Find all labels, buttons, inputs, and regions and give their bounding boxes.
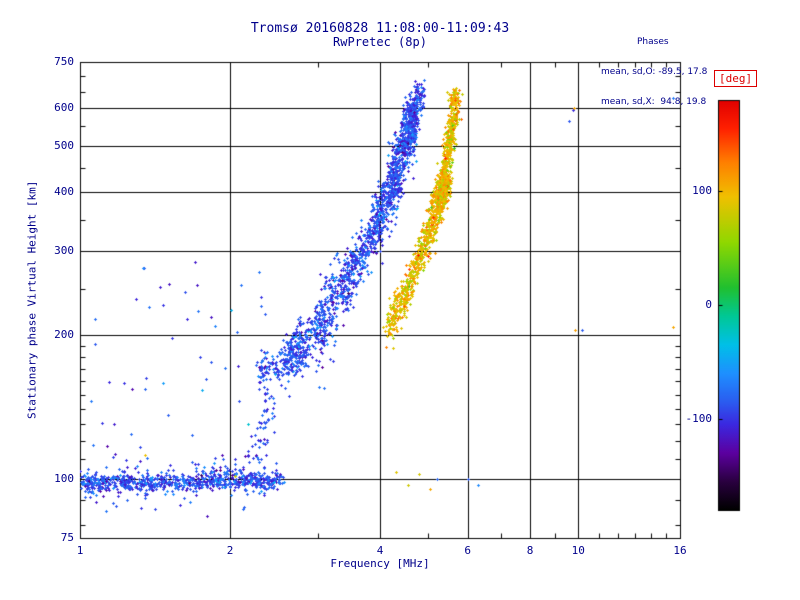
x-tick-label: 10 xyxy=(571,544,585,557)
x-tick-label: 2 xyxy=(226,544,234,557)
x-tick-label: 4 xyxy=(376,544,384,557)
phase-stats: Phases mean, sd,O: -89.5, 17.8 mean, sd,… xyxy=(601,17,709,127)
y-tick-label: 75 xyxy=(60,531,74,544)
x-tick-label: 1 xyxy=(76,544,84,557)
colorbar-tick-label: 100 xyxy=(692,184,712,198)
colorbar-tick-label: -100 xyxy=(685,411,713,425)
y-tick-label: 200 xyxy=(54,328,74,342)
colorbar-tick-label: 0 xyxy=(705,298,712,311)
phase-stats-o-line: mean, sd,O: -89.5, 17.8 xyxy=(601,67,708,77)
x-tick-label: 6 xyxy=(464,544,472,557)
y-tick-label: 600 xyxy=(54,101,74,115)
y-tick-label: 400 xyxy=(54,184,74,198)
phase-stats-x-line: mean, sd,X: 94.8, 19.8 xyxy=(601,97,707,107)
plot-subtitle: RwPretec (8p) xyxy=(333,35,427,49)
x-tick-label: 8 xyxy=(526,544,534,557)
x-tick-label: 16 xyxy=(673,544,687,557)
y-tick-label: 300 xyxy=(54,244,74,258)
colorbar-units-label: [deg] xyxy=(714,70,758,87)
x-axis-label: Frequency [MHz] xyxy=(330,557,430,570)
y-tick-label: 100 xyxy=(54,471,74,485)
y-tick-label: 500 xyxy=(54,138,74,152)
y-axis-label: Stationary phase Virtual Height [km] xyxy=(25,180,39,420)
y-tick-label: 750 xyxy=(54,55,74,68)
plot-title: Tromsø 20160828 11:08:00-11:09:43 xyxy=(250,21,510,36)
phase-stats-header: Phases xyxy=(637,37,669,47)
